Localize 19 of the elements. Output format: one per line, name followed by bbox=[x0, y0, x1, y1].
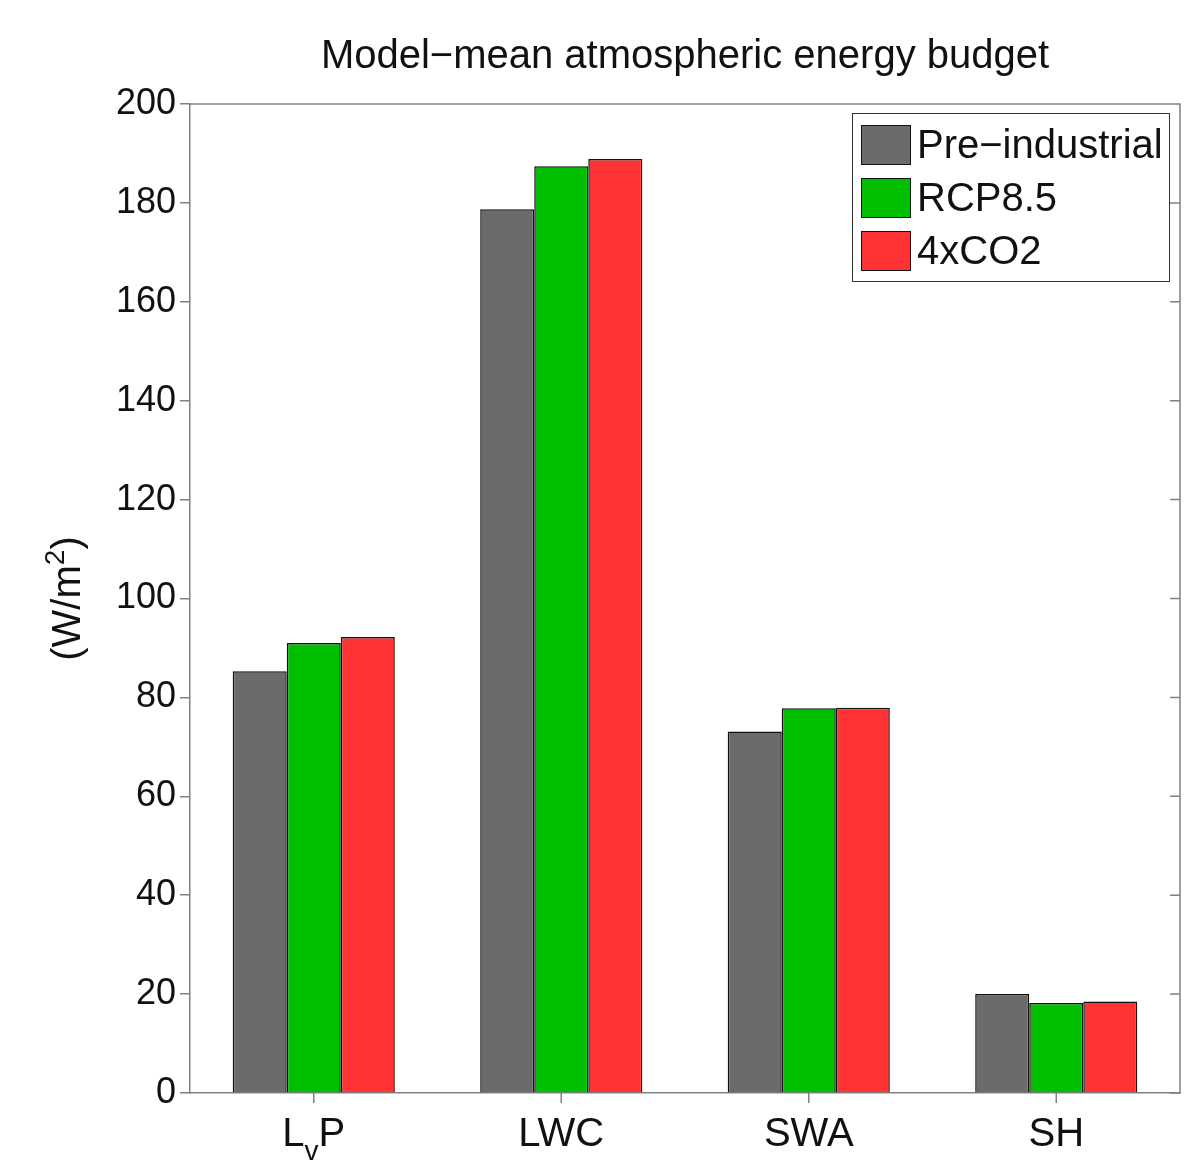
y-tick-label: 180 bbox=[115, 179, 176, 221]
y-tick-label: 40 bbox=[135, 872, 176, 914]
legend-label: 4xCO2 bbox=[917, 228, 1042, 273]
x-tick-label: SH bbox=[1028, 1110, 1085, 1154]
y-tick-label: 60 bbox=[135, 773, 176, 815]
x-tick-label: SWA bbox=[763, 1110, 854, 1154]
x-tick-label: LWC bbox=[518, 1110, 605, 1154]
y-tick-label: 160 bbox=[115, 278, 176, 320]
y-tick-label: 140 bbox=[115, 377, 176, 419]
legend-label: RCP8.5 bbox=[917, 175, 1058, 220]
y-axis-title: (W/m2) bbox=[39, 536, 88, 661]
y-tick-label: 100 bbox=[115, 575, 176, 617]
y-tick-label: 0 bbox=[155, 1069, 176, 1111]
y-tick-label: 120 bbox=[115, 476, 176, 518]
chart-title: Model−mean atmospheric energy budget bbox=[320, 32, 1050, 76]
y-tick-label: 20 bbox=[135, 971, 176, 1013]
y-tick-label: 80 bbox=[135, 674, 176, 716]
legend-label: Pre−industrial bbox=[917, 122, 1163, 167]
y-tick-label: 200 bbox=[115, 80, 176, 122]
